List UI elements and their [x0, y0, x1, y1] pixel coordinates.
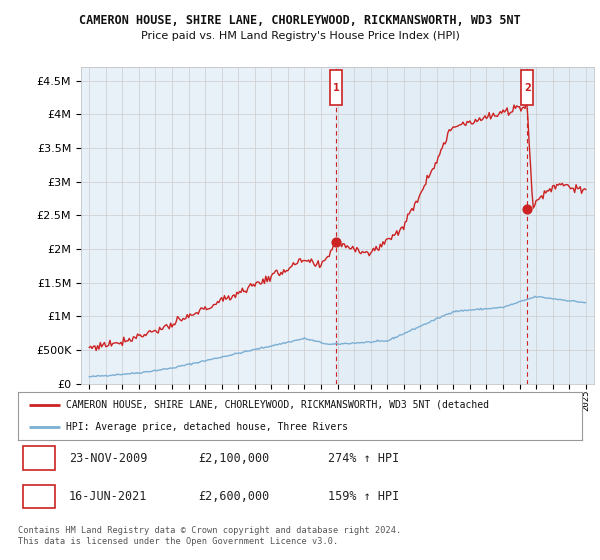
Text: Contains HM Land Registry data © Crown copyright and database right 2024.
This d: Contains HM Land Registry data © Crown c…	[18, 526, 401, 546]
Text: 274% ↑ HPI: 274% ↑ HPI	[328, 452, 400, 465]
Text: 2: 2	[34, 491, 43, 503]
Text: £2,600,000: £2,600,000	[199, 491, 270, 503]
Text: CAMERON HOUSE, SHIRE LANE, CHORLEYWOOD, RICKMANSWORTH, WD3 5NT (detached: CAMERON HOUSE, SHIRE LANE, CHORLEYWOOD, …	[66, 400, 489, 410]
Text: 23-NOV-2009: 23-NOV-2009	[69, 452, 147, 465]
Point	[331, 238, 341, 247]
Point	[523, 204, 532, 213]
Bar	[336, 67, 594, 384]
Text: Price paid vs. HM Land Registry's House Price Index (HPI): Price paid vs. HM Land Registry's House …	[140, 31, 460, 41]
Text: £2,100,000: £2,100,000	[199, 452, 270, 465]
Text: 159% ↑ HPI: 159% ↑ HPI	[328, 491, 400, 503]
FancyBboxPatch shape	[23, 446, 55, 470]
FancyBboxPatch shape	[23, 484, 55, 508]
Text: 2: 2	[524, 83, 530, 93]
Text: 16-JUN-2021: 16-JUN-2021	[69, 491, 147, 503]
Text: HPI: Average price, detached house, Three Rivers: HPI: Average price, detached house, Thre…	[66, 422, 348, 432]
Text: CAMERON HOUSE, SHIRE LANE, CHORLEYWOOD, RICKMANSWORTH, WD3 5NT: CAMERON HOUSE, SHIRE LANE, CHORLEYWOOD, …	[79, 14, 521, 27]
Text: 1: 1	[34, 452, 43, 465]
FancyBboxPatch shape	[330, 71, 341, 105]
FancyBboxPatch shape	[521, 71, 533, 105]
Text: 1: 1	[332, 83, 339, 93]
